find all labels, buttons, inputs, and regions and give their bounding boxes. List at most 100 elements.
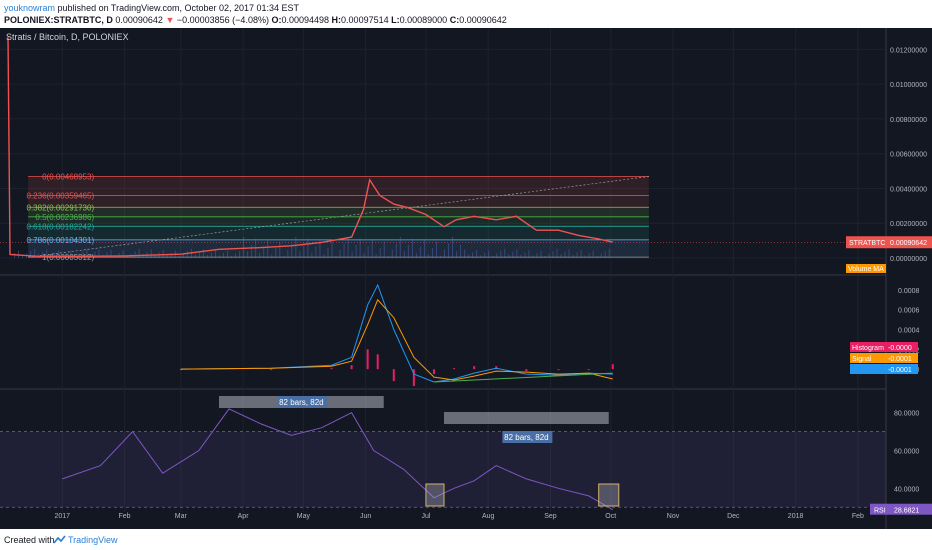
chart-canvas[interactable]: 2017 Feb Mar Apr May Jun Jul Aug Sep Oct Nov Dec 201… — [0, 28, 932, 529]
macd-legend-box — [850, 364, 886, 374]
macd-histogram-bar — [611, 364, 614, 370]
author-name[interactable]: youknowram — [4, 3, 56, 13]
volume-bar — [227, 250, 229, 258]
volume-bar — [536, 253, 538, 258]
low-value: 0.00089000 — [399, 15, 448, 25]
x-tick-label: Apr — [238, 513, 250, 520]
open-label: O: — [271, 15, 282, 25]
volume-bar — [435, 241, 437, 258]
volume-bar — [311, 252, 313, 258]
macd-tick-label: 0.0004 — [898, 328, 920, 335]
tradingview-brand[interactable]: TradingView — [68, 535, 118, 545]
chart-footer: Created with TradingView — [0, 529, 932, 550]
fib-zone — [28, 216, 649, 227]
volume-bar — [86, 248, 88, 258]
x-tick-label: May — [297, 513, 311, 520]
volume-bar — [186, 251, 188, 258]
macd-legend-label: Histogram — [852, 345, 884, 352]
volume-bar — [476, 250, 478, 258]
volume-bar — [608, 248, 610, 258]
macd-histogram-bar — [432, 369, 435, 375]
x-tick-label: 2018 — [788, 513, 804, 520]
volume-bar — [512, 251, 514, 258]
macd-legend-label: Signal — [852, 356, 872, 363]
volume-bar — [367, 246, 369, 258]
volume-bar — [206, 254, 208, 258]
price-tick-label: 0.00000000 — [890, 256, 927, 263]
x-tick-label: Feb — [119, 513, 131, 520]
fib-zone — [28, 176, 649, 196]
volume-bar — [134, 251, 136, 258]
x-tick-label: 2017 — [54, 513, 70, 520]
volume-bar — [407, 244, 409, 258]
volume-bar — [154, 254, 156, 258]
price-tag-symbol: STRATBTC — [849, 240, 885, 247]
high-label: H: — [331, 15, 342, 25]
x-tick-label: Dec — [727, 513, 740, 520]
symbol-label: POLONIEX:STRATBTC, D — [4, 15, 113, 25]
macd-legend-value-box — [886, 353, 918, 363]
volume-bar — [182, 253, 184, 258]
macd-histogram-bar — [392, 369, 395, 382]
volume-bar — [223, 253, 225, 258]
rsi-tick-label: 80.0000 — [894, 411, 919, 418]
volume-bar — [343, 243, 345, 258]
volume-bar — [395, 243, 397, 258]
volume-bar — [319, 240, 321, 258]
volume-bar — [315, 246, 317, 258]
volume-bar — [82, 251, 84, 258]
macd-legend-box — [850, 342, 886, 352]
macd-histogram-bar — [453, 368, 456, 370]
volume-bar — [496, 253, 498, 258]
macd-trend-line — [433, 372, 613, 383]
volume-bar — [439, 256, 441, 258]
fib-zone — [28, 195, 649, 208]
volume-bar — [14, 253, 16, 258]
volume-bar — [166, 255, 168, 258]
macd-histogram-bar — [179, 369, 182, 371]
rsi-line — [62, 408, 614, 511]
volume-bar — [492, 256, 494, 258]
macd-histogram-bar — [366, 349, 369, 370]
volume-bar — [30, 251, 32, 258]
volume-bar — [327, 248, 329, 258]
volume-bar — [363, 252, 365, 258]
fib-trend-line — [28, 176, 649, 258]
volume-bar — [540, 250, 542, 258]
rsi-tag-box — [870, 503, 932, 515]
volume-bar — [18, 250, 20, 258]
tradingview-logo-icon — [53, 535, 66, 544]
volume-bar — [214, 250, 216, 258]
volume-bar — [423, 240, 425, 258]
volume-bar — [548, 253, 550, 258]
price-tick-label: 0.01000000 — [890, 82, 927, 89]
volume-bar — [291, 243, 293, 258]
fib-zone — [28, 207, 649, 217]
volume-bar — [194, 254, 196, 258]
volume-bar — [520, 254, 522, 258]
rsi-band — [0, 431, 886, 508]
macd-histogram-bar — [525, 369, 528, 372]
volume-bar — [126, 256, 128, 258]
volume-bar — [588, 253, 590, 258]
volume-bar — [568, 249, 570, 258]
volume-bar — [472, 252, 474, 258]
fib-level-label: 0.618(0.00182242) — [27, 222, 95, 231]
price-tick-label: 0.01200000 — [890, 47, 927, 54]
high-value: 0.00097514 — [341, 15, 389, 25]
volume-bar — [299, 251, 301, 258]
x-tick-label: Mar — [175, 513, 188, 520]
bars-label-box — [277, 396, 328, 408]
volume-bar — [456, 251, 458, 258]
fib-zone — [28, 226, 649, 240]
volume-bar — [391, 249, 393, 258]
chart-area[interactable]: 2017 Feb Mar Apr May Jun Jul Aug Sep Oct Nov Dec 201… — [0, 28, 932, 529]
volume-bar — [427, 254, 429, 258]
volume-bar — [283, 256, 285, 258]
volume-bar — [556, 248, 558, 258]
fib-level-label: 0.382(0.00291730) — [27, 203, 95, 212]
x-tick-label: Jul — [421, 513, 430, 520]
volume-bar — [351, 251, 353, 258]
rsi-annotation-right — [444, 412, 609, 424]
macd-legend-box — [850, 353, 886, 363]
